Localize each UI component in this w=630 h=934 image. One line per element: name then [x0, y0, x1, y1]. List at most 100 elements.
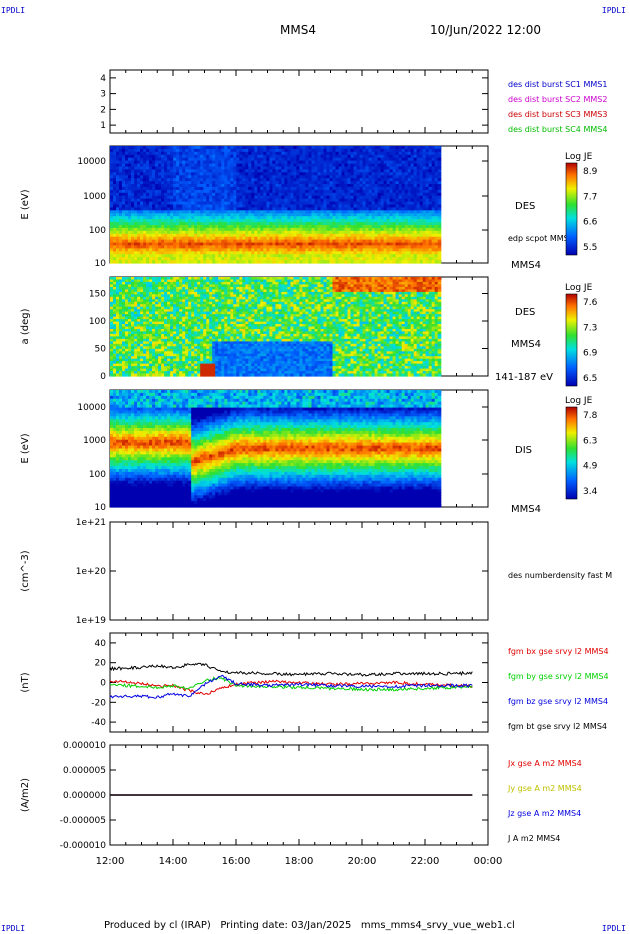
spectrogram-cell — [380, 204, 385, 208]
spectrogram-cell — [119, 148, 123, 153]
spectrogram-cell — [230, 233, 234, 238]
spectrogram-cell — [437, 260, 442, 264]
spectrogram-cell — [218, 201, 222, 206]
spectrogram-cell — [362, 163, 367, 168]
spectrogram-cell — [398, 257, 403, 261]
spectrogram-cell — [296, 222, 300, 226]
spectrogram-cell — [194, 157, 198, 162]
spectrogram-cell — [113, 281, 117, 285]
spectrogram-cell — [338, 146, 343, 150]
spectrogram-cell — [350, 201, 355, 206]
spectrogram-cell — [251, 260, 255, 264]
spectrogram-cell — [434, 175, 439, 179]
spectrogram-cell — [293, 257, 297, 261]
spectrogram-cell — [296, 148, 300, 153]
spectrogram-cell — [161, 233, 165, 238]
spectrogram-cell — [389, 195, 394, 200]
spectrogram-cell — [188, 169, 192, 173]
spectrogram-cell — [398, 233, 403, 238]
spectrogram-cell — [290, 166, 294, 170]
spectrogram-cell — [248, 189, 252, 194]
spectrogram-cell — [131, 146, 135, 150]
spectrogram-cell — [188, 154, 192, 159]
spectrogram-cell — [410, 192, 415, 197]
spectrogram-cell — [404, 239, 409, 244]
spectrogram-cell — [242, 160, 246, 165]
spectrogram-cell — [119, 361, 123, 365]
spectrogram-cell — [272, 198, 276, 203]
spectrogram-cell — [317, 189, 322, 194]
spectrogram-cell — [140, 166, 144, 170]
spectrogram-cell — [392, 248, 397, 252]
spectrogram-cell — [350, 148, 355, 153]
spectrogram-cell — [389, 233, 394, 238]
spectrogram-cell — [272, 227, 276, 232]
spectrogram-cell — [320, 204, 325, 208]
spectrogram-cell — [188, 186, 192, 191]
spectrogram-cell — [113, 279, 117, 283]
spectrogram-cell — [116, 351, 120, 355]
spectrogram-cell — [188, 239, 192, 244]
spectrogram-cell — [398, 186, 403, 191]
spectrogram-cell — [320, 151, 325, 156]
spectrogram-cell — [164, 184, 168, 188]
spectrogram-cell — [116, 169, 120, 173]
spectrogram-cell — [395, 242, 400, 246]
spectrogram-cell — [182, 184, 186, 188]
spectrogram-cell — [212, 166, 216, 170]
spectrogram-cell — [296, 198, 300, 203]
spectrogram-cell — [191, 181, 195, 185]
spectrogram-cell — [275, 154, 279, 159]
spectrogram-cell — [122, 219, 126, 223]
spectrogram-cell — [110, 363, 114, 367]
spectrogram-cell — [227, 166, 231, 170]
spectrogram-cell — [326, 210, 331, 214]
spectrogram-cell — [134, 245, 138, 249]
spectrogram-cell — [431, 260, 436, 264]
spectrogram-cell — [194, 192, 198, 197]
spectrogram-cell — [134, 257, 138, 261]
spectrogram-cell — [251, 184, 255, 188]
spectrogram-cell — [170, 169, 174, 173]
spectrogram-cell — [332, 242, 337, 246]
spectrogram-cell — [269, 227, 273, 232]
spectrogram-cell — [437, 154, 442, 159]
spectrogram-cell — [395, 148, 400, 153]
spectrogram-cell — [113, 321, 117, 325]
spectrogram-cell — [347, 225, 352, 229]
spectrogram-cell — [113, 331, 117, 335]
spectrogram-cell — [236, 260, 240, 264]
spectrogram-cell — [134, 175, 138, 179]
spectrogram-cell — [122, 184, 126, 188]
spectrogram-cell — [140, 254, 144, 258]
spectrogram-cell — [317, 207, 322, 211]
spectrogram-cell — [287, 169, 291, 173]
spectrogram-cell — [236, 178, 240, 182]
spectrogram-cell — [311, 248, 316, 252]
spectrogram-cell — [152, 213, 156, 217]
spectrogram-cell — [182, 254, 186, 258]
spectrogram-cell — [125, 198, 129, 203]
spectrogram-cell — [287, 192, 291, 197]
spectrogram-cell — [200, 160, 204, 165]
spectrogram-cell — [332, 198, 337, 203]
spectrogram-cell — [221, 169, 225, 173]
spectrogram-cell — [119, 324, 123, 328]
spectrogram-cell — [266, 178, 270, 182]
spectrogram-cell — [239, 184, 243, 188]
spectrogram-cell — [308, 189, 312, 194]
spectrogram-cell — [266, 195, 270, 200]
spectrogram-cell — [173, 166, 177, 170]
spectrogram-cell — [242, 181, 246, 185]
spectrogram-cell — [269, 254, 273, 258]
spectrogram-cell — [113, 371, 117, 375]
spectrogram-cell — [356, 242, 361, 246]
spectrogram-cell — [281, 157, 285, 162]
spectrogram-cell — [374, 198, 379, 203]
spectrogram-cell — [290, 192, 294, 197]
spectrogram-cell — [362, 239, 367, 244]
spectrogram-cell — [131, 248, 135, 252]
spectrogram-cell — [401, 148, 406, 153]
spectrogram-cell — [245, 239, 249, 244]
spectrogram-cell — [332, 184, 337, 188]
